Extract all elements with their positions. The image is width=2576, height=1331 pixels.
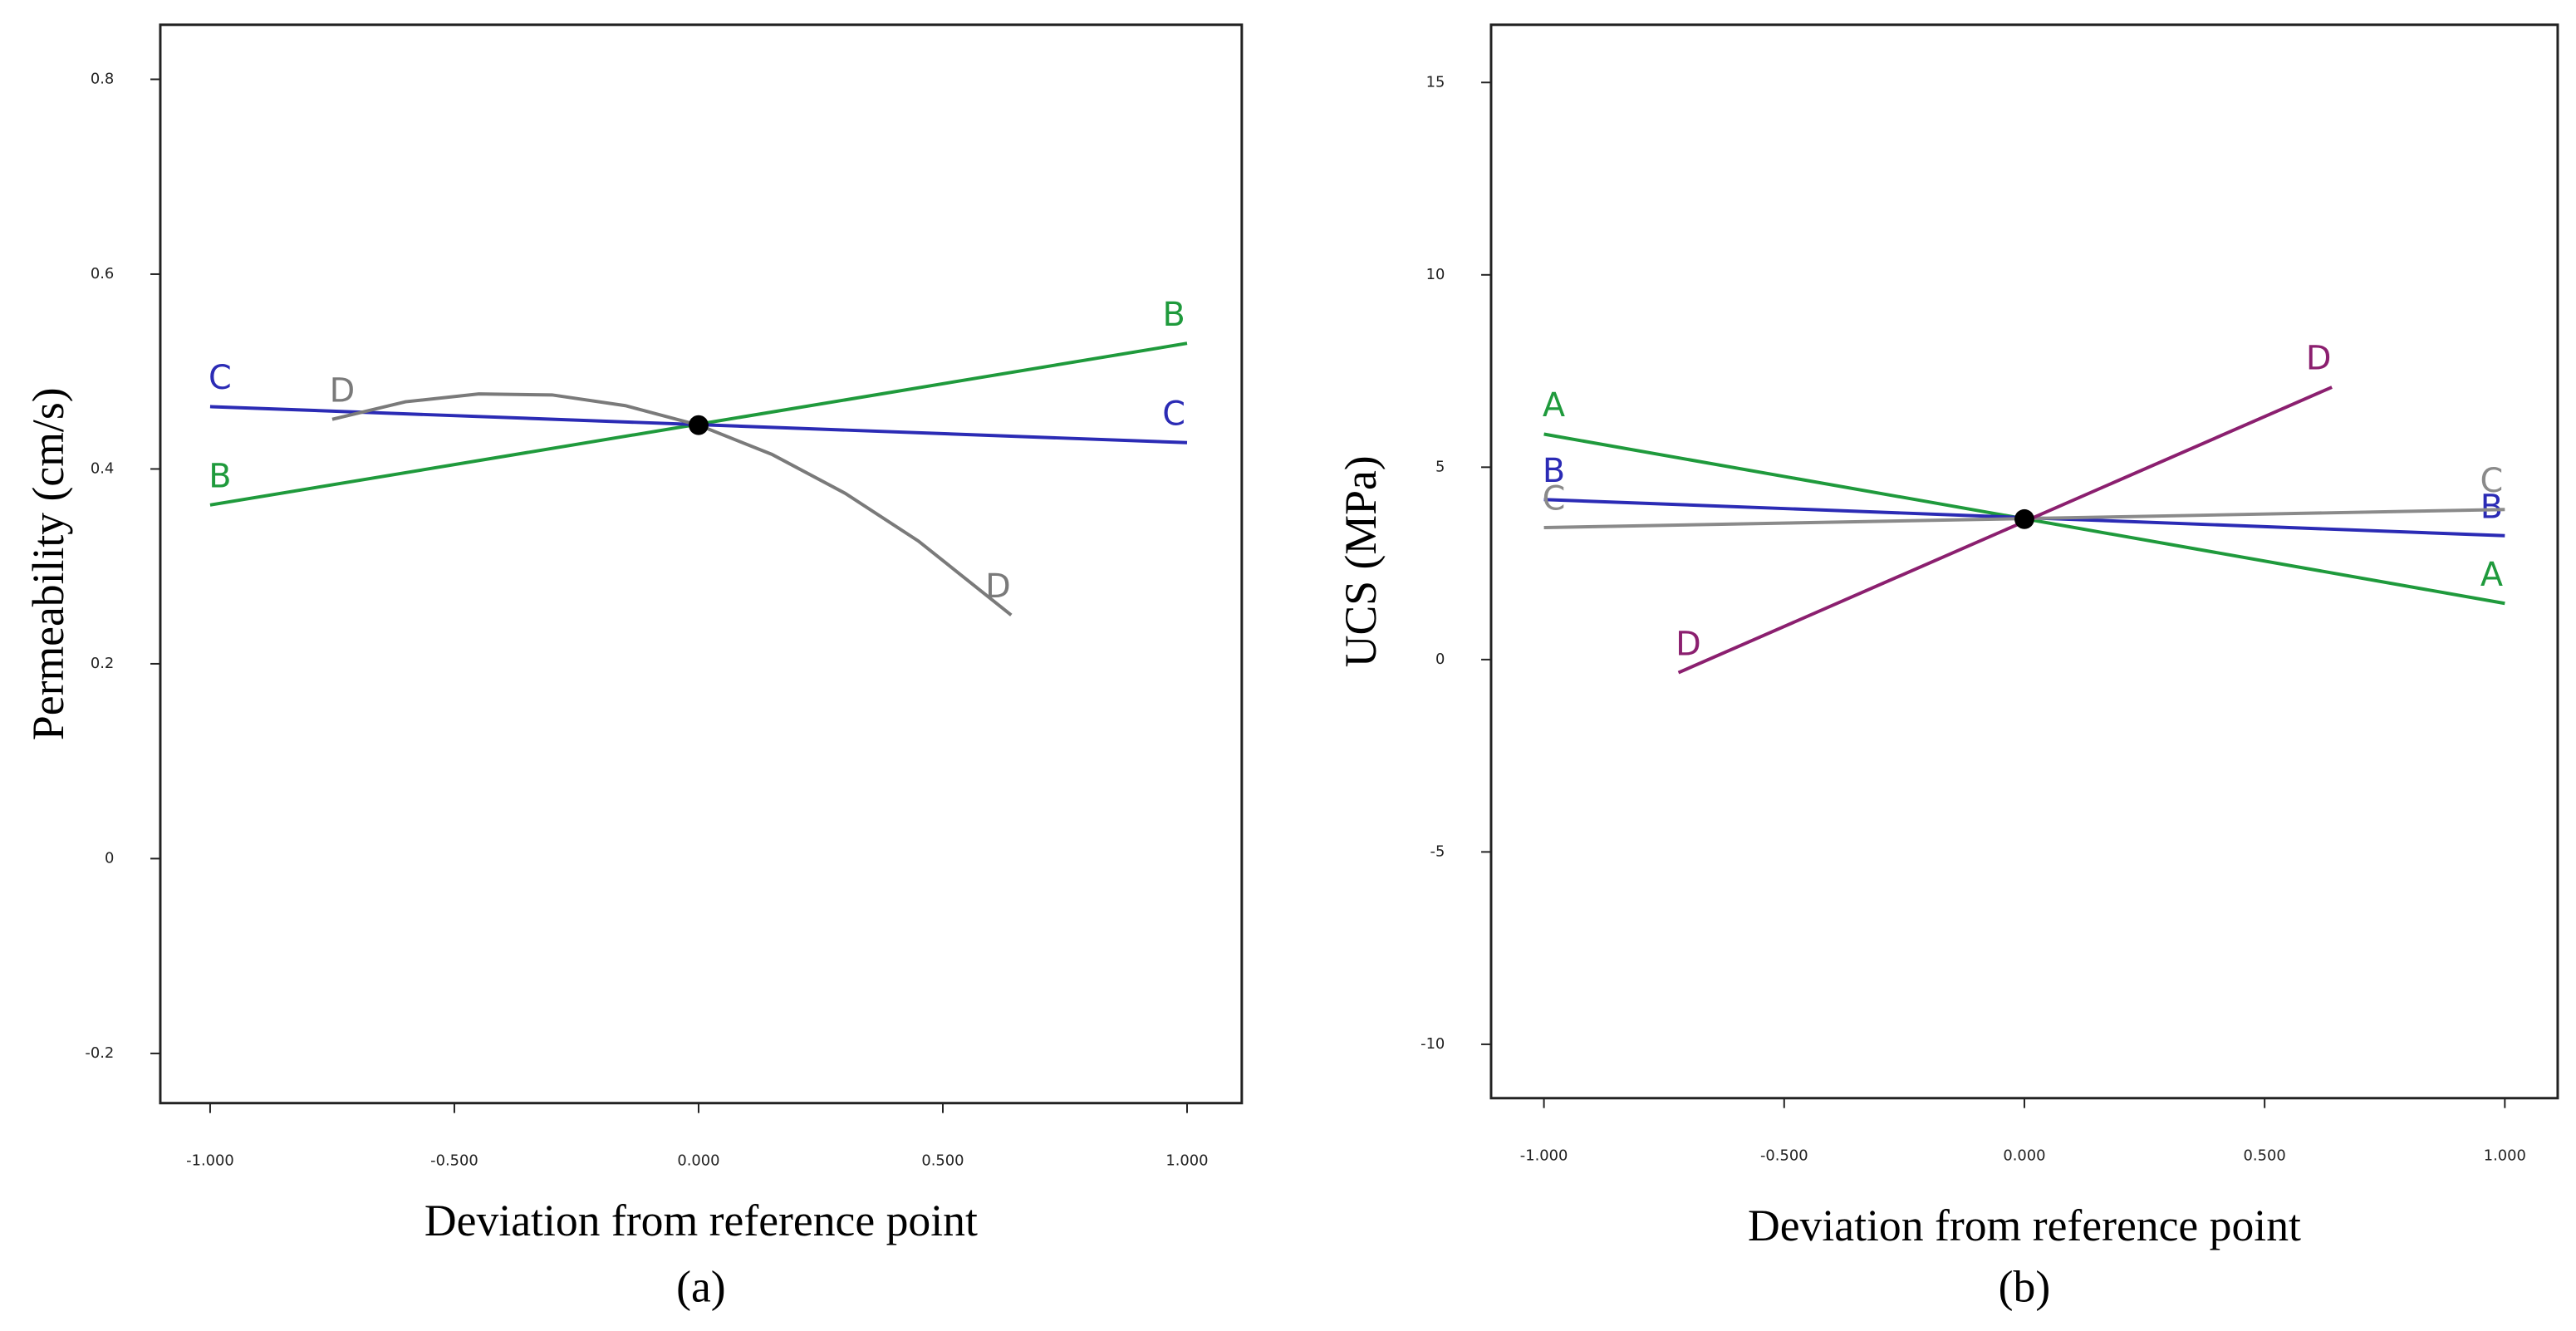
series-line [331,392,1013,616]
reference-point [2014,508,2034,529]
reference-point [689,415,709,435]
y-tick-label: 5 [1435,458,1445,475]
plot-frame [159,23,1244,1105]
plot-frame [1489,23,2559,1100]
line-label: C [1543,480,1566,518]
line-label: A [2480,556,2503,594]
y-tick-label: 15 [1426,73,1445,91]
x-tick-label: 0.000 [677,1152,719,1169]
y-tick-label: 0.4 [91,459,114,477]
line-label: D [1676,625,1701,663]
x-axis-title: Deviation from reference point [1748,1201,2301,1250]
line-label: B [1543,452,1565,490]
x-tick-label: -0.500 [430,1152,478,1169]
line-label: D [985,567,1011,606]
x-tick-label: 0.500 [2244,1147,2286,1164]
x-tick-label: 1.000 [2484,1147,2526,1164]
caption: (b) [1999,1262,2051,1312]
y-tick-label: 0 [105,849,114,867]
chart: -1.000 -0.500 0.000 0.500 1.000 -10 -5 0 5 10 15 A A… [1336,23,2559,1312]
line-label: D [2306,340,2332,378]
y-tick-label: -5 [1430,842,1445,860]
chart: -1.000 -0.500 0.000 0.500 1.000 -0.2 0 0.2 0.4 0.… [23,23,1244,1312]
y-tick-label: 0 [1435,651,1445,668]
y-axis-title: Permeability (cm/s) [23,387,73,740]
y-tick-label: -10 [1420,1035,1445,1053]
line-label: C [1162,395,1185,433]
x-axis-title: Deviation from reference point [424,1196,978,1245]
line-label: A [1543,386,1565,425]
line-label: D [330,371,356,410]
y-axis-title: UCS (MPa) [1336,455,1386,667]
y-tick-label: 0.8 [91,70,114,87]
x-tick-label: -1.000 [186,1152,234,1169]
line-label: B [1162,296,1185,334]
caption: (a) [676,1262,726,1312]
x-tick-label: -0.500 [1760,1147,1808,1164]
x-tick-label: 0.500 [921,1152,964,1169]
x-tick-label: 0.000 [2003,1147,2045,1164]
series-line [1677,386,2333,675]
line-label: C [209,359,232,397]
line-label: C [2480,462,2504,500]
y-tick-label: 10 [1426,266,1445,283]
x-tick-label: -1.000 [1520,1147,1568,1164]
line-label: B [209,458,231,496]
y-tick-label: -0.2 [85,1044,114,1062]
y-tick-label: 0.2 [91,655,114,672]
line-label: B [2480,488,2503,526]
x-tick-label: 1.000 [1165,1152,1208,1169]
y-tick-label: 0.6 [91,265,114,282]
